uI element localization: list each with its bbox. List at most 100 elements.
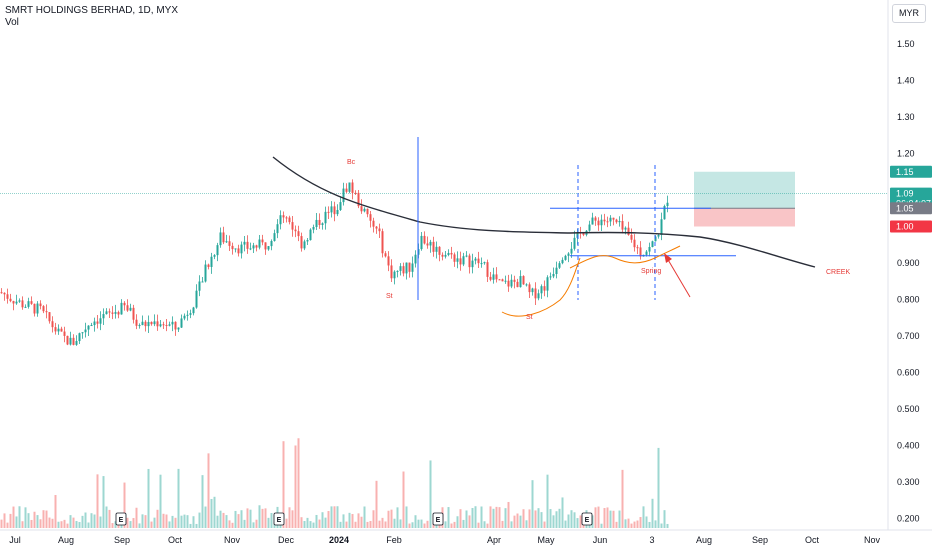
price-tick-label: 0.300 (897, 477, 920, 487)
candle-body (663, 206, 666, 220)
candle-body (411, 263, 414, 272)
candle-body (357, 192, 360, 207)
volume-bar (0, 519, 3, 528)
time-axis[interactable]: Jul Aug Sep Oct Nov Dec 2024 Feb Apr May Jun 3 Aug Se… (0, 529, 932, 545)
volume-bar (27, 513, 30, 528)
candle-body (612, 217, 615, 220)
candle-body (405, 262, 408, 274)
candle-body (282, 215, 285, 218)
earnings-marker-label: E (119, 517, 124, 524)
time-tick-label: Jun (593, 535, 608, 545)
volume-bar (312, 522, 315, 528)
volume-bar (33, 511, 36, 528)
volume-bar (666, 523, 669, 528)
candle-body (342, 188, 345, 203)
candle-body (435, 246, 438, 252)
price-tick-label: 0.400 (897, 441, 920, 451)
volume-bar (30, 519, 33, 528)
candle-body (150, 321, 153, 325)
candle-body (204, 264, 207, 282)
candle-body (327, 211, 330, 213)
volume-bar (543, 521, 546, 528)
candle-body (36, 303, 39, 314)
volume-bar (537, 508, 540, 528)
candle-body (273, 233, 276, 241)
volume-bar (342, 514, 345, 528)
candle-body (63, 331, 66, 336)
candle-body (381, 231, 384, 254)
time-tick-label: Sep (752, 535, 768, 545)
candle-body (240, 244, 243, 254)
candle-body (294, 229, 297, 232)
candle-body (399, 266, 402, 271)
volume-bar (540, 512, 543, 528)
volume-bar (15, 516, 18, 528)
volume-bar (408, 523, 411, 528)
volume-bar (486, 523, 489, 528)
candle-body (207, 264, 210, 267)
volume-bar (663, 510, 666, 528)
candle-body (78, 333, 81, 342)
volume-bar (84, 512, 87, 528)
volume-bar (285, 518, 288, 528)
volume-bar (96, 474, 99, 528)
candle-body (600, 219, 603, 226)
time-tick-label: 3 (649, 535, 654, 545)
candle-body (603, 219, 606, 222)
volume-bar (414, 515, 417, 528)
candle-body (258, 239, 261, 248)
candle-body (69, 337, 72, 345)
candle-body (474, 258, 477, 261)
candle-body (402, 266, 405, 274)
volume-bar (591, 515, 594, 528)
candle-body (18, 300, 21, 302)
st-label: St (386, 293, 393, 300)
candle-body (483, 262, 486, 264)
price-axis[interactable]: 1.50 1.40 1.30 1.20 0.900 0.800 0.700 0.600 0.50… (887, 0, 932, 530)
candle-body (591, 217, 594, 225)
candle-body (573, 237, 576, 249)
currency-button[interactable]: MYR (892, 4, 926, 23)
volume-bar (213, 496, 216, 528)
candle-body (60, 328, 63, 332)
candle-body (660, 219, 663, 235)
candle-body (225, 241, 228, 243)
candle-body (453, 254, 456, 262)
candle-body (531, 288, 534, 293)
chart-title: SMRT HOLDINGS BERHAD, 1D, MYX (5, 5, 178, 16)
volume-bar (258, 505, 261, 528)
price-tick-label: 0.600 (897, 368, 920, 378)
candle-body (249, 248, 252, 250)
volume-bar (114, 521, 117, 528)
candle-body (285, 217, 288, 219)
time-tick-label: 2024 (329, 535, 349, 545)
volume-bar (468, 515, 471, 528)
candle-body (6, 294, 9, 299)
price-tick-label: 1.40 (897, 76, 915, 86)
volume-bar (3, 513, 6, 528)
volume-bar (465, 510, 468, 528)
candle-body (666, 202, 669, 207)
candle-body (576, 231, 579, 238)
volume-bar (597, 506, 600, 528)
candle-body (33, 303, 36, 314)
candle-body (465, 255, 468, 257)
candle-body (375, 226, 378, 229)
volume-bar (579, 515, 582, 528)
volume-bar (309, 521, 312, 528)
candle-body (639, 247, 642, 257)
volume-bar (111, 523, 114, 528)
volume-bar (519, 515, 522, 528)
volume-bar (177, 468, 180, 528)
volume-bar (282, 441, 285, 528)
volume-bar (141, 514, 144, 528)
candle-body (504, 280, 507, 282)
price-tag-label: 1.00 (896, 222, 914, 232)
volume-bar (552, 515, 555, 528)
volume-bar (243, 519, 246, 528)
price-tag (890, 220, 932, 233)
candle-body (414, 254, 417, 264)
time-tick-label: Oct (168, 535, 183, 545)
